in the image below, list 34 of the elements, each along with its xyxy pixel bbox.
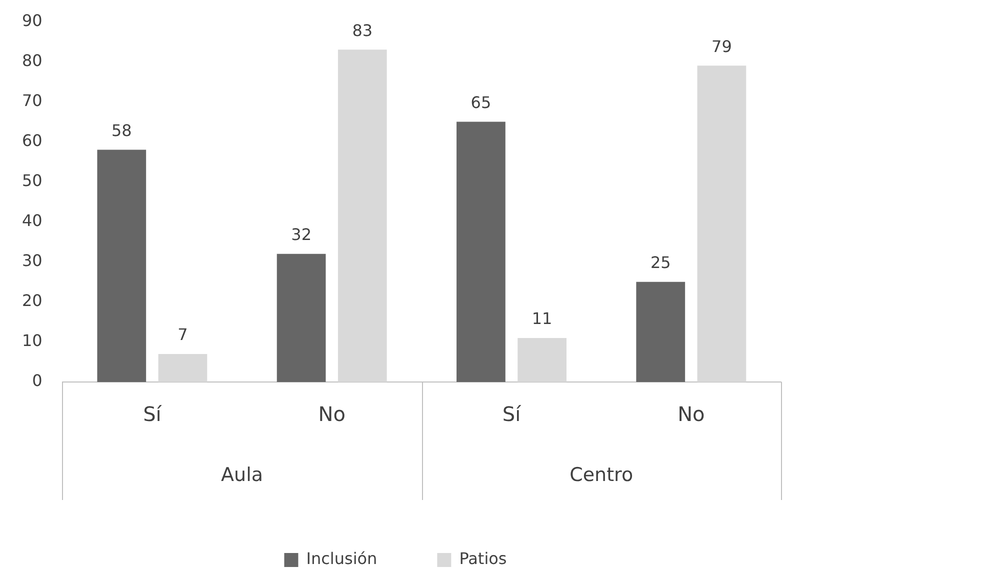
y-tick-label: 20 <box>22 291 42 310</box>
y-tick-label: 80 <box>22 50 42 70</box>
y-tick-label: 70 <box>22 90 42 110</box>
y-tick-label: 10 <box>22 331 42 350</box>
bar <box>276 254 326 382</box>
x-tick-label: No <box>318 402 346 426</box>
data-label: 58 <box>111 120 132 140</box>
text: Centro <box>570 464 634 486</box>
bar <box>338 50 387 382</box>
data-label: 79 <box>712 36 732 56</box>
data-label: 65 <box>470 92 492 112</box>
legend-label: Inclusión <box>306 549 378 568</box>
bar <box>158 354 208 382</box>
legend-label: Patios <box>459 549 507 568</box>
data-label: 7 <box>178 325 188 344</box>
y-tick-label: 50 <box>22 170 42 190</box>
text: Aula <box>221 464 264 486</box>
bar <box>97 150 146 382</box>
bar <box>697 66 746 382</box>
data-label: 32 <box>291 225 312 244</box>
y-tick-label: 30 <box>22 251 42 270</box>
data-label: 11 <box>532 309 552 328</box>
y-tick-label: 90 <box>22 10 42 30</box>
y-tick-label: 0 <box>32 371 42 390</box>
x-tick-label: Sí <box>502 402 522 426</box>
bar <box>456 122 506 382</box>
data-label: 83 <box>352 20 373 40</box>
data-label: 25 <box>650 253 671 272</box>
x-tick-label: No <box>678 402 705 426</box>
x-tick-label: Sí <box>143 402 163 426</box>
bar <box>636 282 686 382</box>
y-tick-label: 40 <box>22 210 42 230</box>
bar <box>518 338 566 382</box>
y-tick-label: 60 <box>22 130 42 150</box>
